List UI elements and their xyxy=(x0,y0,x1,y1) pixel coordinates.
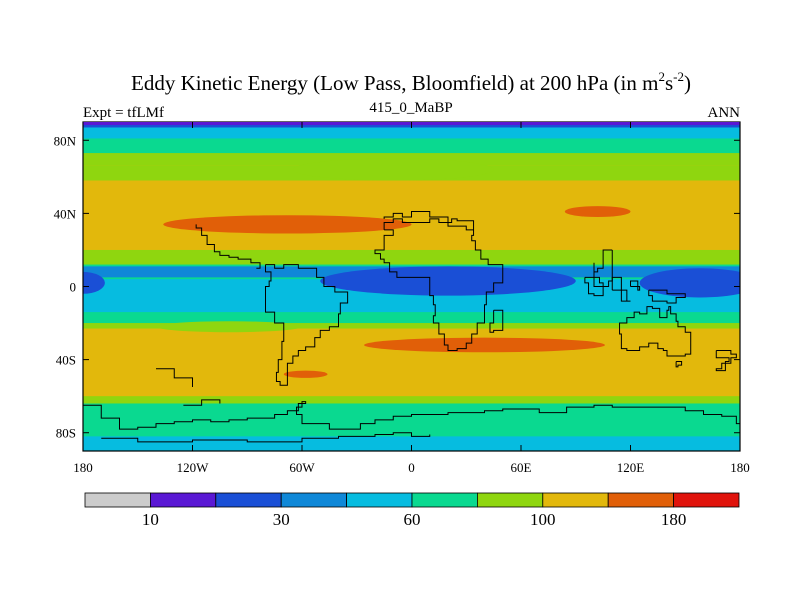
x-axis: 180 120W 60W 0 60E 120E 180 xyxy=(73,122,750,475)
y-axis: 80N 40N 0 40S 80S xyxy=(54,133,740,441)
contour-patch-4 xyxy=(564,206,631,218)
coastline-13 xyxy=(83,401,740,430)
coastline-15 xyxy=(156,368,193,388)
coastline-1 xyxy=(374,229,504,351)
x-tick-label-6: 180 xyxy=(730,460,750,475)
colorbar-box-3 xyxy=(280,492,348,508)
subtitle-right: ANN xyxy=(708,105,741,121)
x-tick-label-5: 120E xyxy=(617,460,645,475)
coastline-8 xyxy=(630,280,641,291)
coastline-3 xyxy=(265,264,349,386)
colorbar-box-8 xyxy=(607,492,675,508)
contour-patch-10 xyxy=(283,370,328,378)
x-tick-label-0: 180 xyxy=(73,460,93,475)
colorbar-box-9 xyxy=(673,492,740,508)
coastline-0 xyxy=(383,211,475,231)
colorbar-label-1: 30 xyxy=(273,510,290,529)
subtitle-left: Expt = tfLMf xyxy=(83,105,164,121)
coastline-layer xyxy=(83,211,740,443)
contour-band-6 xyxy=(83,249,740,266)
contour-fill-layer xyxy=(83,122,740,451)
y-tick-label-3: 40S xyxy=(56,353,76,368)
coastline-9 xyxy=(648,289,686,304)
contour-band-1 xyxy=(83,127,740,140)
y-tick-label-0: 80N xyxy=(54,133,77,148)
coastline-5 xyxy=(593,249,613,287)
contour-patch-11 xyxy=(156,321,302,333)
colorbar-label-0: 10 xyxy=(142,510,159,529)
x-tick-label-4: 60E xyxy=(511,460,532,475)
colorbar: 10 30 60 100 180 xyxy=(84,492,740,529)
colorbar-label-4: 180 xyxy=(661,510,687,529)
colorbar-box-2 xyxy=(215,492,282,508)
colorbar-box-5 xyxy=(411,492,478,508)
coastline-16 xyxy=(183,399,221,406)
contour-patch-9 xyxy=(364,337,605,353)
contour-patch-3 xyxy=(163,215,412,234)
coastline-7 xyxy=(611,276,631,302)
colorbar-box-6 xyxy=(476,492,544,508)
x-tick-label-1: 120W xyxy=(177,460,210,475)
coastline-12 xyxy=(715,349,737,372)
coastline-11 xyxy=(675,360,683,368)
chart-title: Eddy Kinetic Energy (Low Pass, Bloomfiel… xyxy=(131,69,691,95)
colorbar-label-2: 60 xyxy=(404,510,421,529)
y-tick-label-2: 0 xyxy=(70,280,77,295)
contour-band-15 xyxy=(83,418,740,437)
colorbar-box-7 xyxy=(542,492,609,508)
colorbar-box-0 xyxy=(84,492,151,508)
contour-patch-6 xyxy=(320,266,576,296)
coastline-4 xyxy=(195,224,261,269)
contour-band-13 xyxy=(83,396,740,405)
coastline-10 xyxy=(619,306,692,357)
contour-patch-7 xyxy=(639,268,740,298)
contour-band-2 xyxy=(83,138,740,154)
contour-band-11 xyxy=(83,323,740,330)
contour-patch-2 xyxy=(292,158,494,181)
y-tick-label-4: 80S xyxy=(56,426,76,441)
contour-patch-8 xyxy=(83,271,105,294)
map-plot-area xyxy=(83,122,740,451)
contour-band-9 xyxy=(83,293,740,313)
contour-band-12 xyxy=(83,328,740,397)
y-tick-label-1: 40N xyxy=(54,206,77,221)
colorbar-box-1 xyxy=(149,492,217,508)
contour-band-10 xyxy=(83,312,740,324)
coastline-6 xyxy=(584,276,604,297)
coastline-2 xyxy=(489,309,504,333)
coastline-14 xyxy=(101,432,431,443)
x-tick-label-2: 60W xyxy=(289,460,315,475)
x-tick-label-3: 0 xyxy=(408,460,415,475)
colorbar-box-4 xyxy=(346,492,413,508)
subtitle-center: 415_0_MaBP xyxy=(369,100,452,116)
colorbar-label-3: 100 xyxy=(530,510,556,529)
